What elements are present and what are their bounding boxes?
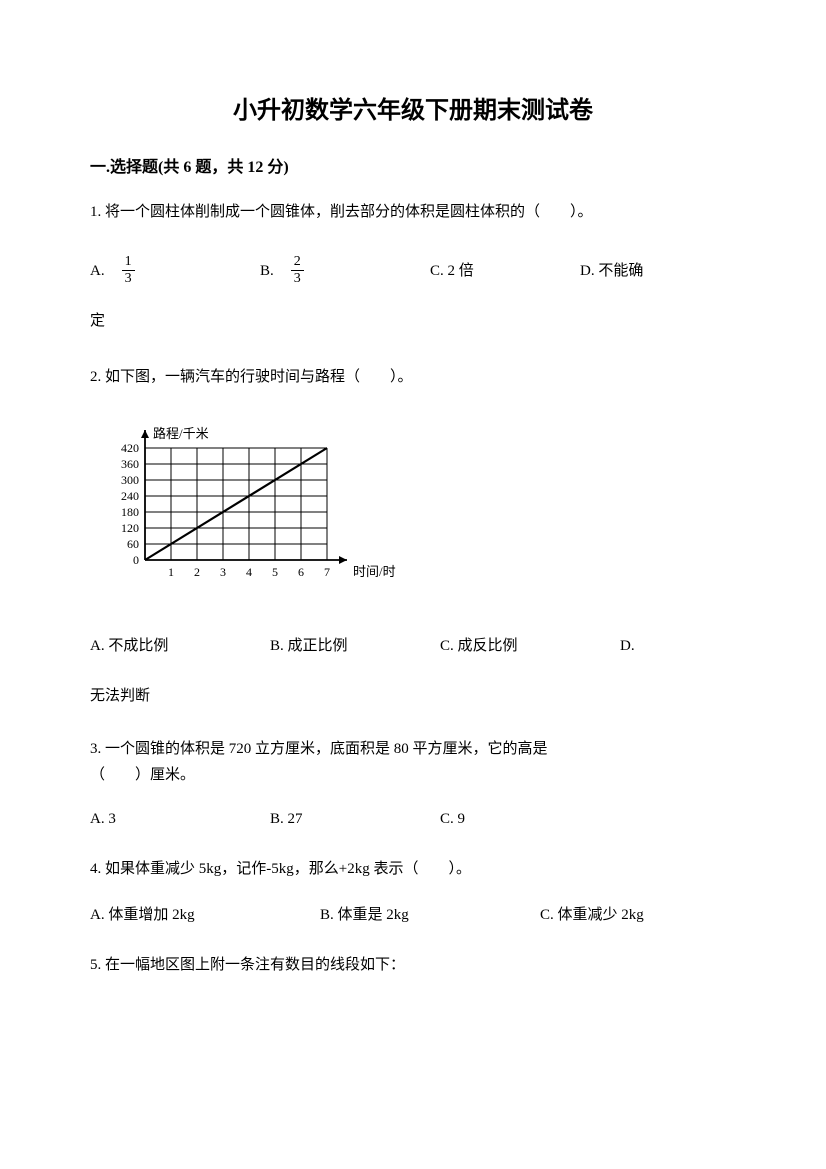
q3-options: A. 3 B. 27 C. 9 — [90, 804, 736, 834]
q3-option-a: A. 3 — [90, 804, 270, 834]
fraction-icon: 1 3 — [122, 255, 135, 286]
q1-options: A. 1 3 B. 2 3 C. 2 倍 D. 不能确 — [90, 255, 736, 286]
svg-text:1: 1 — [168, 565, 174, 579]
svg-text:4: 4 — [246, 565, 252, 579]
q1-a-num: 1 — [122, 255, 135, 271]
q2-option-d: D. — [620, 631, 635, 661]
q1-option-b: B. 2 3 — [260, 255, 430, 286]
q4-option-b: B. 体重是 2kg — [320, 900, 540, 930]
q1-a-den: 3 — [122, 271, 135, 286]
svg-text:路程/千米: 路程/千米 — [153, 426, 209, 441]
q2-option-c: C. 成反比例 — [440, 631, 620, 661]
page-title: 小升初数学六年级下册期末测试卷 — [90, 90, 736, 125]
svg-text:时间/时: 时间/时 — [353, 564, 396, 579]
q2-d-cont: 无法判断 — [90, 681, 736, 711]
q1-b-prefix: B. — [260, 256, 289, 286]
svg-text:2: 2 — [194, 565, 200, 579]
svg-text:60: 60 — [127, 537, 139, 551]
q1-b-num: 2 — [291, 255, 304, 271]
svg-text:240: 240 — [121, 489, 139, 503]
q1-option-c: C. 2 倍 — [430, 255, 580, 286]
question-4: 4. 如果体重减少 5kg，记作-5kg，那么+2kg 表示（ ）。 A. 体重… — [90, 854, 736, 930]
svg-text:5: 5 — [272, 565, 278, 579]
q4-option-c: C. 体重减少 2kg — [540, 900, 644, 930]
q1-b-den: 3 — [291, 271, 304, 286]
q3-option-c: C. 9 — [440, 804, 465, 834]
svg-text:360: 360 — [121, 457, 139, 471]
q1-a-prefix: A. — [90, 256, 120, 286]
svg-text:300: 300 — [121, 473, 139, 487]
q1-option-a: A. 1 3 — [90, 255, 260, 286]
question-1: 1. 将一个圆柱体削制成一个圆锥体，削去部分的体积是圆柱体积的（ ）。 A. 1… — [90, 197, 736, 336]
exam-page: 小升初数学六年级下册期末测试卷 一.选择题(共 6 题，共 12 分) 1. 将… — [0, 0, 826, 1169]
q3-line2: （ ）厘米。 — [90, 763, 736, 789]
q2-options: A. 不成比例 B. 成正比例 C. 成反比例 D. — [90, 631, 736, 661]
svg-text:0: 0 — [133, 553, 139, 567]
q2-chart: 0 60 120 180 240 300 360 420 1 2 3 4 5 6 7 路程/千米时间/时 — [90, 420, 736, 601]
fraction-icon: 2 3 — [291, 255, 304, 286]
question-2: 2. 如下图，一辆汽车的行驶时间与路程（ ）。 0 60 120 180 240 300 3… — [90, 362, 736, 711]
q4-options: A. 体重增加 2kg B. 体重是 2kg C. 体重减少 2kg — [90, 900, 736, 930]
q1-d-cont: 定 — [90, 306, 736, 336]
q1-text: 1. 将一个圆柱体削制成一个圆锥体，削去部分的体积是圆柱体积的（ ）。 — [90, 197, 736, 227]
svg-text:180: 180 — [121, 505, 139, 519]
q1-option-d: D. 不能确 — [580, 255, 643, 286]
q3-line1: 3. 一个圆锥的体积是 720 立方厘米，底面积是 80 平方厘米，它的高是 — [90, 737, 736, 763]
q4-text: 4. 如果体重减少 5kg，记作-5kg，那么+2kg 表示（ ）。 — [90, 854, 736, 884]
svg-text:3: 3 — [220, 565, 226, 579]
question-5: 5. 在一幅地区图上附一条注有数目的线段如下： — [90, 950, 736, 980]
svg-text:120: 120 — [121, 521, 139, 535]
question-3: 3. 一个圆锥的体积是 720 立方厘米，底面积是 80 平方厘米，它的高是 （… — [90, 737, 736, 834]
q4-option-a: A. 体重增加 2kg — [90, 900, 320, 930]
svg-text:7: 7 — [324, 565, 330, 579]
q2-text: 2. 如下图，一辆汽车的行驶时间与路程（ ）。 — [90, 362, 736, 392]
q3-option-b: B. 27 — [270, 804, 440, 834]
svg-text:420: 420 — [121, 441, 139, 455]
q2-option-b: B. 成正比例 — [270, 631, 440, 661]
section-heading: 一.选择题(共 6 题，共 12 分) — [90, 153, 736, 177]
q5-text: 5. 在一幅地区图上附一条注有数目的线段如下： — [90, 950, 736, 980]
q2-option-a: A. 不成比例 — [90, 631, 270, 661]
line-chart-icon: 0 60 120 180 240 300 360 420 1 2 3 4 5 6 7 路程/千米时间/时 — [90, 420, 410, 590]
svg-text:6: 6 — [298, 565, 304, 579]
